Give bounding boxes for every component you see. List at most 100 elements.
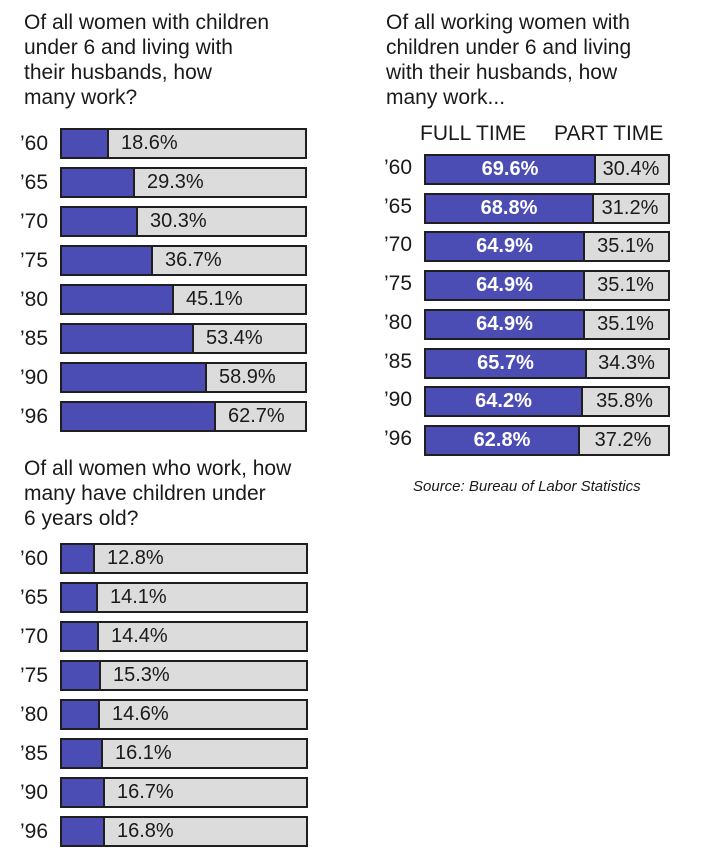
bar-track: 65.7% 34.3% <box>424 348 670 379</box>
year-label: ’70 <box>20 625 49 648</box>
year-label: ’65 <box>20 171 49 194</box>
full-time-value-label: 68.8% <box>480 197 538 219</box>
full-time-segment <box>426 233 585 260</box>
part-time-value-label: 34.3% <box>598 352 655 374</box>
bar-fill <box>62 208 138 235</box>
value-label: 15.3% <box>113 664 170 686</box>
full-time-value-label: 64.9% <box>476 235 533 257</box>
bar-track: 69.6% 30.4% <box>424 154 670 185</box>
bar-fill <box>62 740 103 767</box>
bar-fill <box>62 169 135 196</box>
value-label: 14.6% <box>112 703 169 725</box>
chart2-title: Of all women who work, how many have chi… <box>24 457 292 530</box>
full-time-segment <box>426 272 585 299</box>
year-label: ’65 <box>384 195 413 218</box>
bar-fill <box>62 325 194 352</box>
bar-fill <box>62 779 105 806</box>
bar-fill <box>62 364 207 391</box>
bar-track: 36.7% <box>60 245 307 276</box>
full-time-segment <box>426 427 580 454</box>
full-time-value-label: 64.2% <box>475 390 532 412</box>
bar-track: 62.8% 37.2% <box>424 425 670 456</box>
value-label: 36.7% <box>165 249 222 271</box>
bar-track: 64.9% 35.1% <box>424 231 670 262</box>
value-label: 62.7% <box>228 405 285 427</box>
bar-track: 30.3% <box>60 206 307 237</box>
part-time-value-label: 35.1% <box>597 274 654 296</box>
year-label: ’80 <box>20 703 49 726</box>
bar-track: 18.6% <box>60 128 307 159</box>
full-time-segment <box>426 311 585 338</box>
chart3-title: Of all working women with children under… <box>386 11 632 109</box>
bar-track: 62.7% <box>60 401 307 432</box>
bar-fill <box>62 584 98 611</box>
bar-fill <box>62 662 101 689</box>
part-time-value-label: 35.1% <box>597 235 654 257</box>
bar-track: 68.8% 31.2% <box>424 193 670 224</box>
full-time-value-label: 62.8% <box>473 429 531 451</box>
year-label: ’80 <box>384 311 413 334</box>
value-label: 16.8% <box>117 820 174 842</box>
value-label: 45.1% <box>186 288 243 310</box>
year-label: ’85 <box>20 327 49 350</box>
source-note: Source: Bureau of Labor Statistics <box>413 478 641 495</box>
value-label: 14.4% <box>111 625 168 647</box>
year-label: ’65 <box>20 586 49 609</box>
bar-track: 58.9% <box>60 362 307 393</box>
bar-track: 45.1% <box>60 284 307 315</box>
part-time-value-label: 35.8% <box>596 390 653 412</box>
year-label: ’60 <box>20 132 49 155</box>
bar-track: 12.8% <box>60 543 308 574</box>
bar-track: 53.4% <box>60 323 307 354</box>
value-label: 16.7% <box>117 781 174 803</box>
full-time-segment <box>426 156 596 183</box>
year-label: ’90 <box>20 781 49 804</box>
part-time-value-label: 30.4% <box>602 158 660 180</box>
year-label: ’60 <box>20 547 49 570</box>
year-label: ’85 <box>20 742 49 765</box>
full-time-value-label: 65.7% <box>477 352 534 374</box>
year-label: ’75 <box>20 664 49 687</box>
value-label: 16.1% <box>115 742 172 764</box>
year-label: ’96 <box>384 427 413 450</box>
year-label: ’90 <box>20 366 49 389</box>
part-time-value-label: 35.1% <box>597 313 654 335</box>
bar-fill <box>62 403 216 430</box>
bar-track: 16.1% <box>60 738 308 769</box>
value-label: 30.3% <box>150 210 207 232</box>
full-time-segment <box>426 388 583 415</box>
value-label: 12.8% <box>107 547 164 569</box>
year-label: ’90 <box>384 388 413 411</box>
year-label: ’70 <box>20 210 49 233</box>
value-label: 14.1% <box>110 586 167 608</box>
bar-track: 29.3% <box>60 167 307 198</box>
bar-fill <box>62 247 153 274</box>
chart1-title: Of all women with children under 6 and l… <box>24 11 270 109</box>
legend-part-time: PART TIME <box>554 122 664 145</box>
year-label: ’75 <box>20 249 49 272</box>
year-label: ’80 <box>20 288 49 311</box>
bar-track: 14.6% <box>60 699 308 730</box>
full-time-value-label: 64.9% <box>476 274 533 296</box>
bar-track: 16.8% <box>60 816 308 847</box>
value-label: 53.4% <box>206 327 263 349</box>
year-label: ’75 <box>384 272 413 295</box>
year-label: ’96 <box>20 405 49 428</box>
bar-fill <box>62 286 174 313</box>
bar-fill <box>62 818 105 845</box>
year-label: ’70 <box>384 233 413 256</box>
full-time-value-label: 64.9% <box>476 313 533 335</box>
value-label: 29.3% <box>147 171 204 193</box>
value-label: 58.9% <box>219 366 276 388</box>
bar-fill <box>62 130 109 157</box>
bar-track: 16.7% <box>60 777 308 808</box>
bar-fill <box>62 623 99 650</box>
year-label: ’96 <box>20 820 49 843</box>
bar-track: 64.2% 35.8% <box>424 386 670 417</box>
year-label: ’85 <box>384 350 413 373</box>
bar-track: 14.4% <box>60 621 308 652</box>
bar-fill <box>62 545 95 572</box>
year-label: ’60 <box>384 156 413 179</box>
legend-full-time: FULL TIME <box>420 122 527 145</box>
bar-track: 15.3% <box>60 660 308 691</box>
